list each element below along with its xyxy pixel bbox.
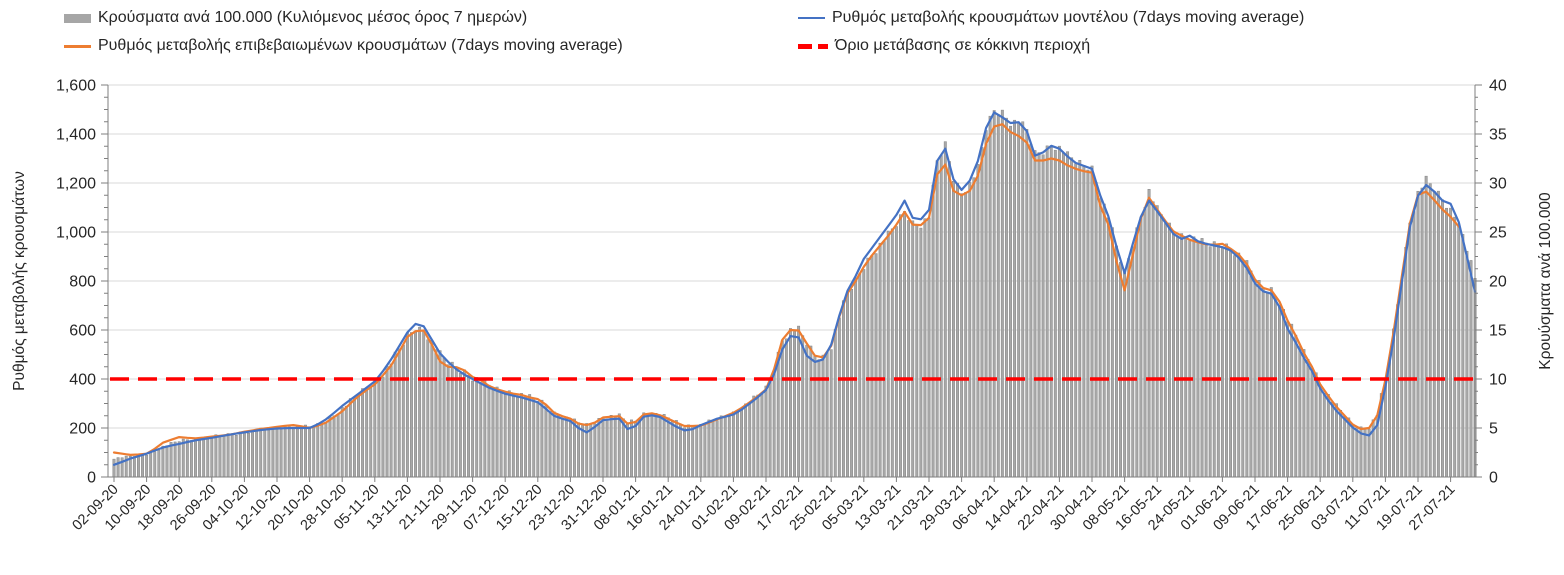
left-axis-title: Ρυθμός μεταβολής κρουσμάτων [11, 171, 28, 391]
left-axis-tick-label: 400 [69, 372, 96, 389]
left-axis-tick-label: 1,200 [56, 176, 96, 193]
right-axis-title: Κρουύσματα ανά 100.000 [1537, 192, 1554, 370]
right-axis-tick-label: 10 [1489, 372, 1507, 389]
legend-item-confirmed-rate: Ρυθμός μεταβολής επιβεβαιωμένων κρουσμάτ… [64, 37, 623, 55]
confirmed-rate-line [112, 123, 1460, 456]
legend-label-confirmed-rate: Ρυθμός μεταβολής επιβεβαιωμένων κρουσμάτ… [98, 37, 623, 54]
axes [101, 84, 1482, 482]
orange-line-swatch-icon [64, 44, 91, 48]
right-axis-tick-label: 35 [1489, 127, 1507, 144]
chart-legend: Κρούσματα ανά 100.000 (Κυλιόμενος μέσος … [0, 0, 1564, 62]
left-axis-tick-label: 0 [87, 470, 96, 487]
right-axis-tick-label: 0 [1489, 470, 1498, 487]
legend-label-red-threshold: Όριο μετάβασης σε κόκκινη περιοχή [835, 37, 1091, 54]
right-axis-tick-label: 15 [1489, 323, 1507, 340]
model-rate-line [112, 111, 1477, 466]
gray-bar-swatch-icon [64, 13, 91, 23]
left-axis-tick-label: 800 [69, 274, 96, 291]
legend-label-cases-per-100k: Κρούσματα ανά 100.000 (Κυλιόμενος μέσος … [98, 9, 528, 26]
left-axis-tick-label: 1,000 [56, 225, 96, 242]
left-axis-tick-label: 1,600 [56, 78, 96, 95]
blue-line-swatch-icon [798, 16, 825, 20]
right-axis-tick-label: 25 [1489, 225, 1507, 242]
left-axis-tick-label: 200 [69, 421, 96, 438]
right-axis-tick-label: 20 [1489, 274, 1507, 291]
red-dash-swatch-icon [798, 43, 828, 49]
left-axis-tick-label: 600 [69, 323, 96, 340]
legend-item-model-rate: Ρυθμός μεταβολής κρουσμάτων μοντέλου (7d… [798, 9, 1304, 27]
legend-item-cases-per-100k: Κρούσματα ανά 100.000 (Κυλιόμενος μέσος … [64, 9, 527, 27]
legend-label-model-rate: Ρυθμός μεταβολής κρουσμάτων μοντέλου (7d… [832, 9, 1305, 26]
right-axis-tick-label: 30 [1489, 176, 1507, 193]
right-axis-tick-label: 5 [1489, 421, 1498, 438]
right-axis-tick-label: 40 [1489, 78, 1507, 95]
left-axis-tick-label: 1,400 [56, 127, 96, 144]
legend-item-red-threshold: Όριο μετάβασης σε κόκκινη περιοχή [798, 37, 1090, 55]
